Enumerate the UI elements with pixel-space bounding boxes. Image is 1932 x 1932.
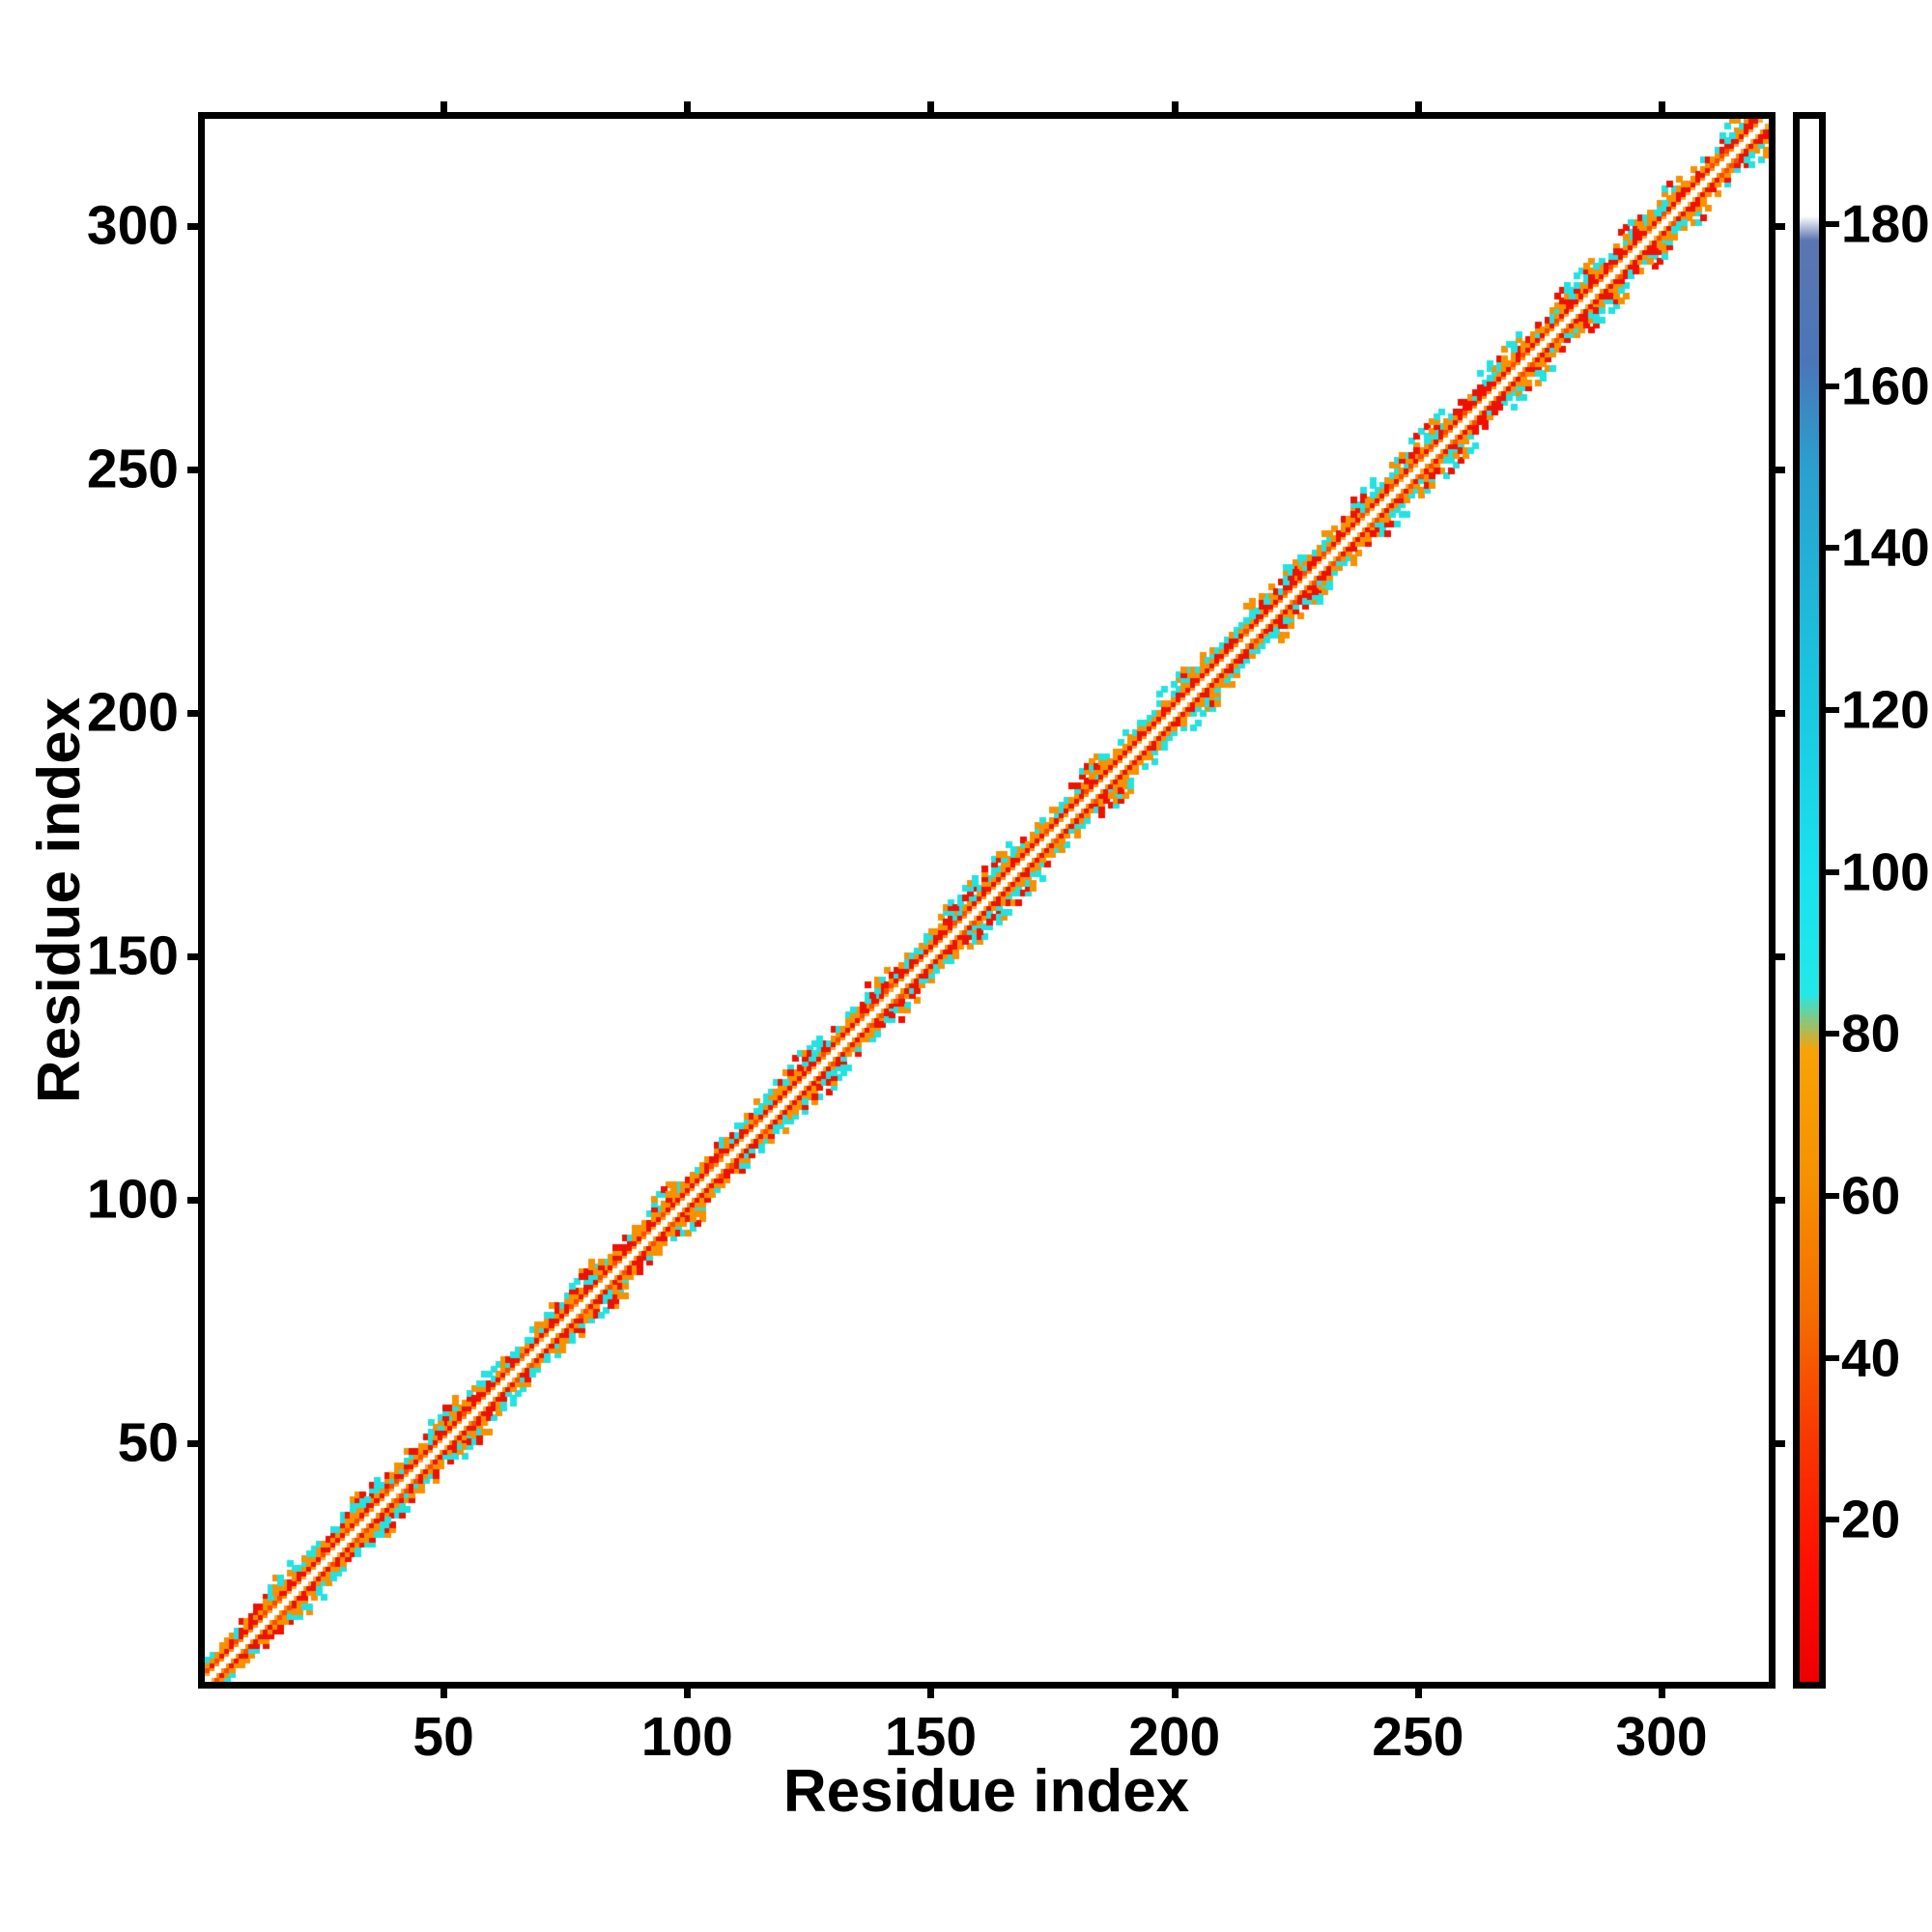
y-axis-tick <box>187 709 204 717</box>
x-axis-tick <box>1659 1682 1666 1698</box>
x-axis-tick-top <box>684 101 692 118</box>
y-axis-tick <box>187 1440 204 1448</box>
colorbar[interactable] <box>1793 112 1826 1689</box>
x-axis-tick <box>440 1682 448 1698</box>
colorbar-tick-label: 20 <box>1841 1489 1901 1549</box>
colorbar-tick <box>1826 383 1839 389</box>
colorbar-tick <box>1826 706 1839 713</box>
colorbar-gradient <box>1800 119 1819 1682</box>
colorbar-tick <box>1826 868 1839 875</box>
x-axis-tick-top <box>440 101 448 118</box>
y-axis-tick-label: 200 <box>86 681 179 744</box>
x-axis-title: Residue index <box>782 1758 1190 1825</box>
x-axis-tick <box>927 1682 935 1698</box>
colorbar-tick-label: 80 <box>1841 1003 1901 1064</box>
x-axis-tick-label: 50 <box>412 1706 474 1768</box>
x-axis-tick-label: 150 <box>884 1706 978 1768</box>
y-axis-tick <box>187 222 204 230</box>
x-axis-tick-top <box>1414 101 1422 118</box>
colorbar-tick-label: 100 <box>1841 841 1930 902</box>
y-axis-tick-label: 150 <box>86 924 179 987</box>
y-axis-tick-right <box>1769 952 1785 960</box>
x-axis-tick <box>1414 1682 1422 1698</box>
colorbar-tick <box>1826 220 1839 227</box>
colorbar-tick <box>1826 1031 1839 1037</box>
y-axis-tick-right <box>1769 466 1785 473</box>
y-axis-tick-label: 300 <box>86 194 179 257</box>
colorbar-tick-label: 140 <box>1841 517 1930 578</box>
colorbar-tick-label: 60 <box>1841 1165 1901 1226</box>
x-axis-tick <box>1171 1682 1179 1698</box>
y-axis-tick <box>187 466 204 473</box>
x-axis-tick-label: 200 <box>1128 1706 1221 1768</box>
x-axis-tick-label: 250 <box>1372 1706 1464 1768</box>
y-axis-tick-label: 50 <box>117 1411 179 1474</box>
colorbar-tick-label: 40 <box>1841 1327 1901 1388</box>
y-axis-tick-label: 250 <box>86 438 179 500</box>
heatmap-plot-area[interactable] <box>198 112 1776 1689</box>
colorbar-tick <box>1826 545 1839 552</box>
colorbar-tick-label: 120 <box>1841 679 1930 740</box>
y-axis-tick <box>187 1196 204 1204</box>
colorbar-tick <box>1826 1517 1839 1523</box>
y-axis-title: Residue index <box>26 696 93 1104</box>
colorbar-tick-label: 160 <box>1841 355 1930 416</box>
x-axis-tick-top <box>1659 101 1666 118</box>
y-axis-tick-right <box>1769 709 1785 717</box>
x-axis-tick-top <box>927 101 935 118</box>
heatmap-canvas <box>205 119 1769 1682</box>
y-axis-tick-right <box>1769 1196 1785 1204</box>
y-axis-tick-right <box>1769 1440 1785 1448</box>
y-axis-tick <box>187 952 204 960</box>
x-axis-tick-label: 100 <box>640 1706 733 1768</box>
x-axis-tick-top <box>1171 101 1179 118</box>
y-axis-tick-label: 100 <box>86 1168 179 1231</box>
colorbar-tick-label: 180 <box>1841 193 1930 254</box>
x-axis-tick <box>684 1682 692 1698</box>
colorbar-tick <box>1826 1354 1839 1361</box>
x-axis-tick-label: 300 <box>1615 1706 1708 1768</box>
y-axis-tick-right <box>1769 222 1785 230</box>
colorbar-tick <box>1826 1192 1839 1199</box>
